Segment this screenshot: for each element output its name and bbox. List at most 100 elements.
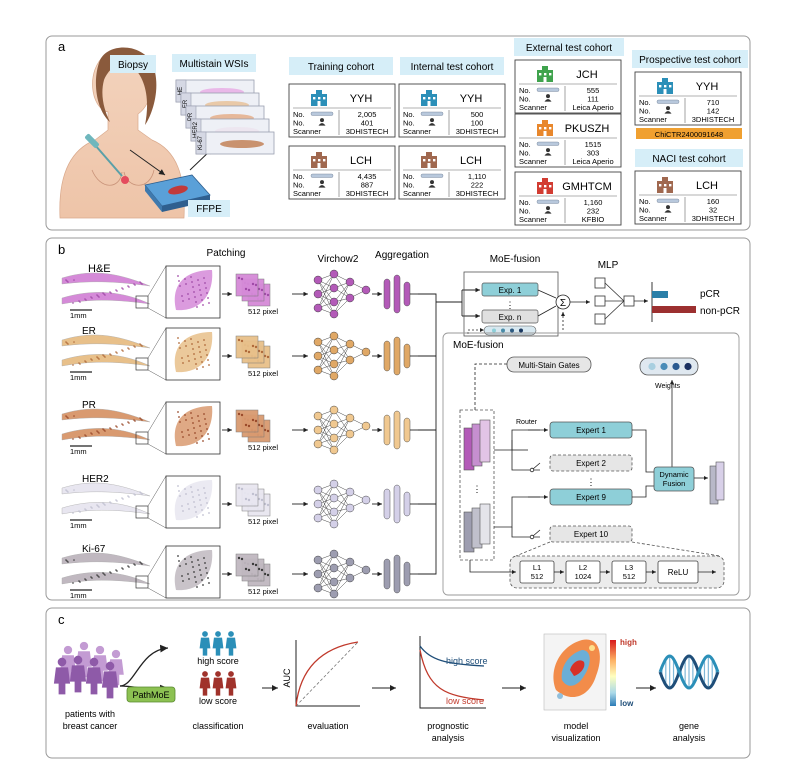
cohort-row-label: Scanner: [519, 215, 547, 224]
cohort-row-value: 1,110: [468, 172, 486, 181]
panel-a: a Biopsy FFPE Multistain WSIs HE ER PRHER2…: [45, 35, 751, 231]
stain-row-1: ER 1mm 512 pixel: [61, 326, 418, 382]
cohort-row-label: Scanner: [519, 157, 547, 166]
cohort-row-label: No.: [519, 86, 531, 95]
internal-cohort-title: Internal test cohort: [411, 62, 494, 73]
cohort-row-label: Scanner: [293, 127, 321, 136]
naci-header-bg: [635, 149, 743, 167]
cohort-row-value: 3DHISTECH: [346, 189, 389, 198]
cohort-row-label: No.: [403, 119, 415, 128]
cohort-row-value: 4,435: [358, 172, 377, 181]
auc-axis-label: AUC: [282, 668, 292, 688]
high-score-people-icon: [199, 631, 237, 656]
fused-feature-stack: [709, 461, 725, 505]
hospital-icon: [657, 78, 673, 94]
cohort-row-value: 160: [707, 197, 720, 206]
slide-icon: [536, 141, 560, 146]
cohort-card-name: YYH: [460, 93, 483, 105]
trial-id-bg: [636, 128, 742, 139]
cohort-cards: YYH No. 2,005 No. 401 Scanner 3DHISTECH LCH No. 4…: [288, 59, 742, 226]
cohort-row-label: No.: [639, 98, 651, 107]
cohort-row-value: 3DHISTECH: [692, 214, 735, 223]
cohort-card-name: LCH: [696, 180, 718, 192]
panel-c-letter: c: [58, 612, 65, 627]
cohort-card-name: LCH: [350, 155, 372, 167]
cohort-card-train_lch: LCH No. 4,435 No. 887 Scanner 3DHISTECH: [288, 145, 396, 200]
patching-header: Patching: [207, 248, 246, 259]
dynamic-fusion-box: [653, 466, 695, 492]
cohort-row-value: 1,160: [584, 198, 603, 207]
expert-2-box: [549, 454, 633, 472]
mlp-block: [594, 277, 648, 325]
person-icon: [430, 180, 434, 185]
aggregation-bars: [383, 484, 411, 524]
cohort-row-value: 3DHISTECH: [346, 127, 389, 136]
patch-size-label: 512 pixel: [248, 443, 278, 452]
slide-icon: [656, 99, 680, 104]
wsi-tab-label: Ki-67: [198, 135, 204, 150]
scale-bar-label: 1mm: [70, 521, 87, 530]
auc-plot: AUC: [282, 640, 360, 707]
aggregation-header: Aggregation: [375, 250, 429, 261]
pathmoe-badge: [126, 686, 176, 703]
prognostic-plot: high score low score: [419, 636, 488, 709]
cohort-card-ext_pkuszh: PKUSZH No. 1515 No. 303 Scanner Leica Aperio: [514, 113, 622, 168]
patch-size-label: 512 pixel: [248, 587, 278, 596]
wsi-label: Multistain WSIs: [180, 59, 249, 70]
curve-high-label: high score: [446, 656, 488, 666]
cohort-card-pro_yyh: YYH No. 710 No. 142 Scanner 3DHISTECH: [634, 71, 742, 126]
naci-cohort-title: NACI test cohort: [652, 154, 726, 165]
hospital-icon: [421, 152, 437, 168]
exp-n-box: [481, 309, 539, 324]
weights-pill: [639, 357, 699, 376]
model-vis-label-line2: visualization: [551, 733, 600, 743]
mlp-header: MLP: [598, 260, 619, 271]
cohort-row-label: No.: [403, 172, 415, 181]
scale-bar-label: 1mm: [70, 591, 87, 600]
cohort-card-name: LCH: [460, 155, 482, 167]
internal-header-bg: [400, 57, 504, 75]
cohort-card-int_yyh: YYH No. 500 No. 100 Scanner 3DHISTECH: [398, 83, 506, 138]
person-icon: [320, 118, 324, 123]
cohort-card-train_yyh: YYH No. 2,005 No. 401 Scanner 3DHISTECH: [288, 83, 396, 138]
classification-label: classification: [192, 721, 243, 731]
layer-name: L1: [533, 563, 541, 572]
scale-bar-label: 1mm: [70, 373, 87, 382]
sum-symbol: Σ: [560, 298, 566, 309]
cohort-row-value: 32: [709, 206, 717, 215]
slide-icon: [310, 173, 334, 178]
panel-b-frame: [45, 237, 751, 601]
layer-name: L3: [625, 563, 633, 572]
cohort-row-label: No.: [519, 207, 531, 216]
expert-10-box: [549, 525, 633, 543]
cohort-card-int_lch: LCH No. 1,110 No. 222 Scanner 3DHISTECH: [398, 145, 506, 200]
cohort-row-label: No.: [639, 197, 651, 206]
trial-id: ChiCTR2400091648: [655, 130, 723, 139]
wsi-label-bg: [172, 54, 256, 72]
low-score-label: low score: [199, 696, 237, 706]
ffpe-label-bg: [188, 200, 230, 217]
cohort-row-label: No.: [639, 206, 651, 215]
biopsy-label-bg: [110, 55, 156, 73]
slide-icon: [310, 111, 334, 116]
stain-label: HER2: [82, 474, 109, 485]
moe-detail: MoE-fusion Multi-Stain Gates Weights ⋮ R…: [442, 332, 740, 596]
cohort-row-label: No.: [519, 149, 531, 158]
cohort-row-value: 3DHISTECH: [692, 115, 735, 124]
patch-size-label: 512 pixel: [248, 307, 278, 316]
virchow2-network: [313, 549, 371, 599]
cohort-row-label: No.: [293, 181, 305, 190]
virchow-header: Virchow2: [318, 254, 359, 265]
output-bars: pCR non-pCR: [651, 282, 740, 322]
colorbar-high: high: [620, 638, 637, 647]
slide-icon: [656, 198, 680, 203]
panel-c: c patients with breast cancer PathMoE hi…: [45, 607, 751, 759]
cohort-row-value: 555: [587, 86, 600, 95]
pcr-label: pCR: [700, 289, 720, 300]
wsi-tab-label: PR: [188, 112, 194, 121]
cohort-card-ext_gmhtcm: GMHTCM No. 1,160 No. 232 Scanner KFBIO: [514, 171, 622, 226]
cohort-row-value: Leica Aperio: [572, 157, 613, 166]
